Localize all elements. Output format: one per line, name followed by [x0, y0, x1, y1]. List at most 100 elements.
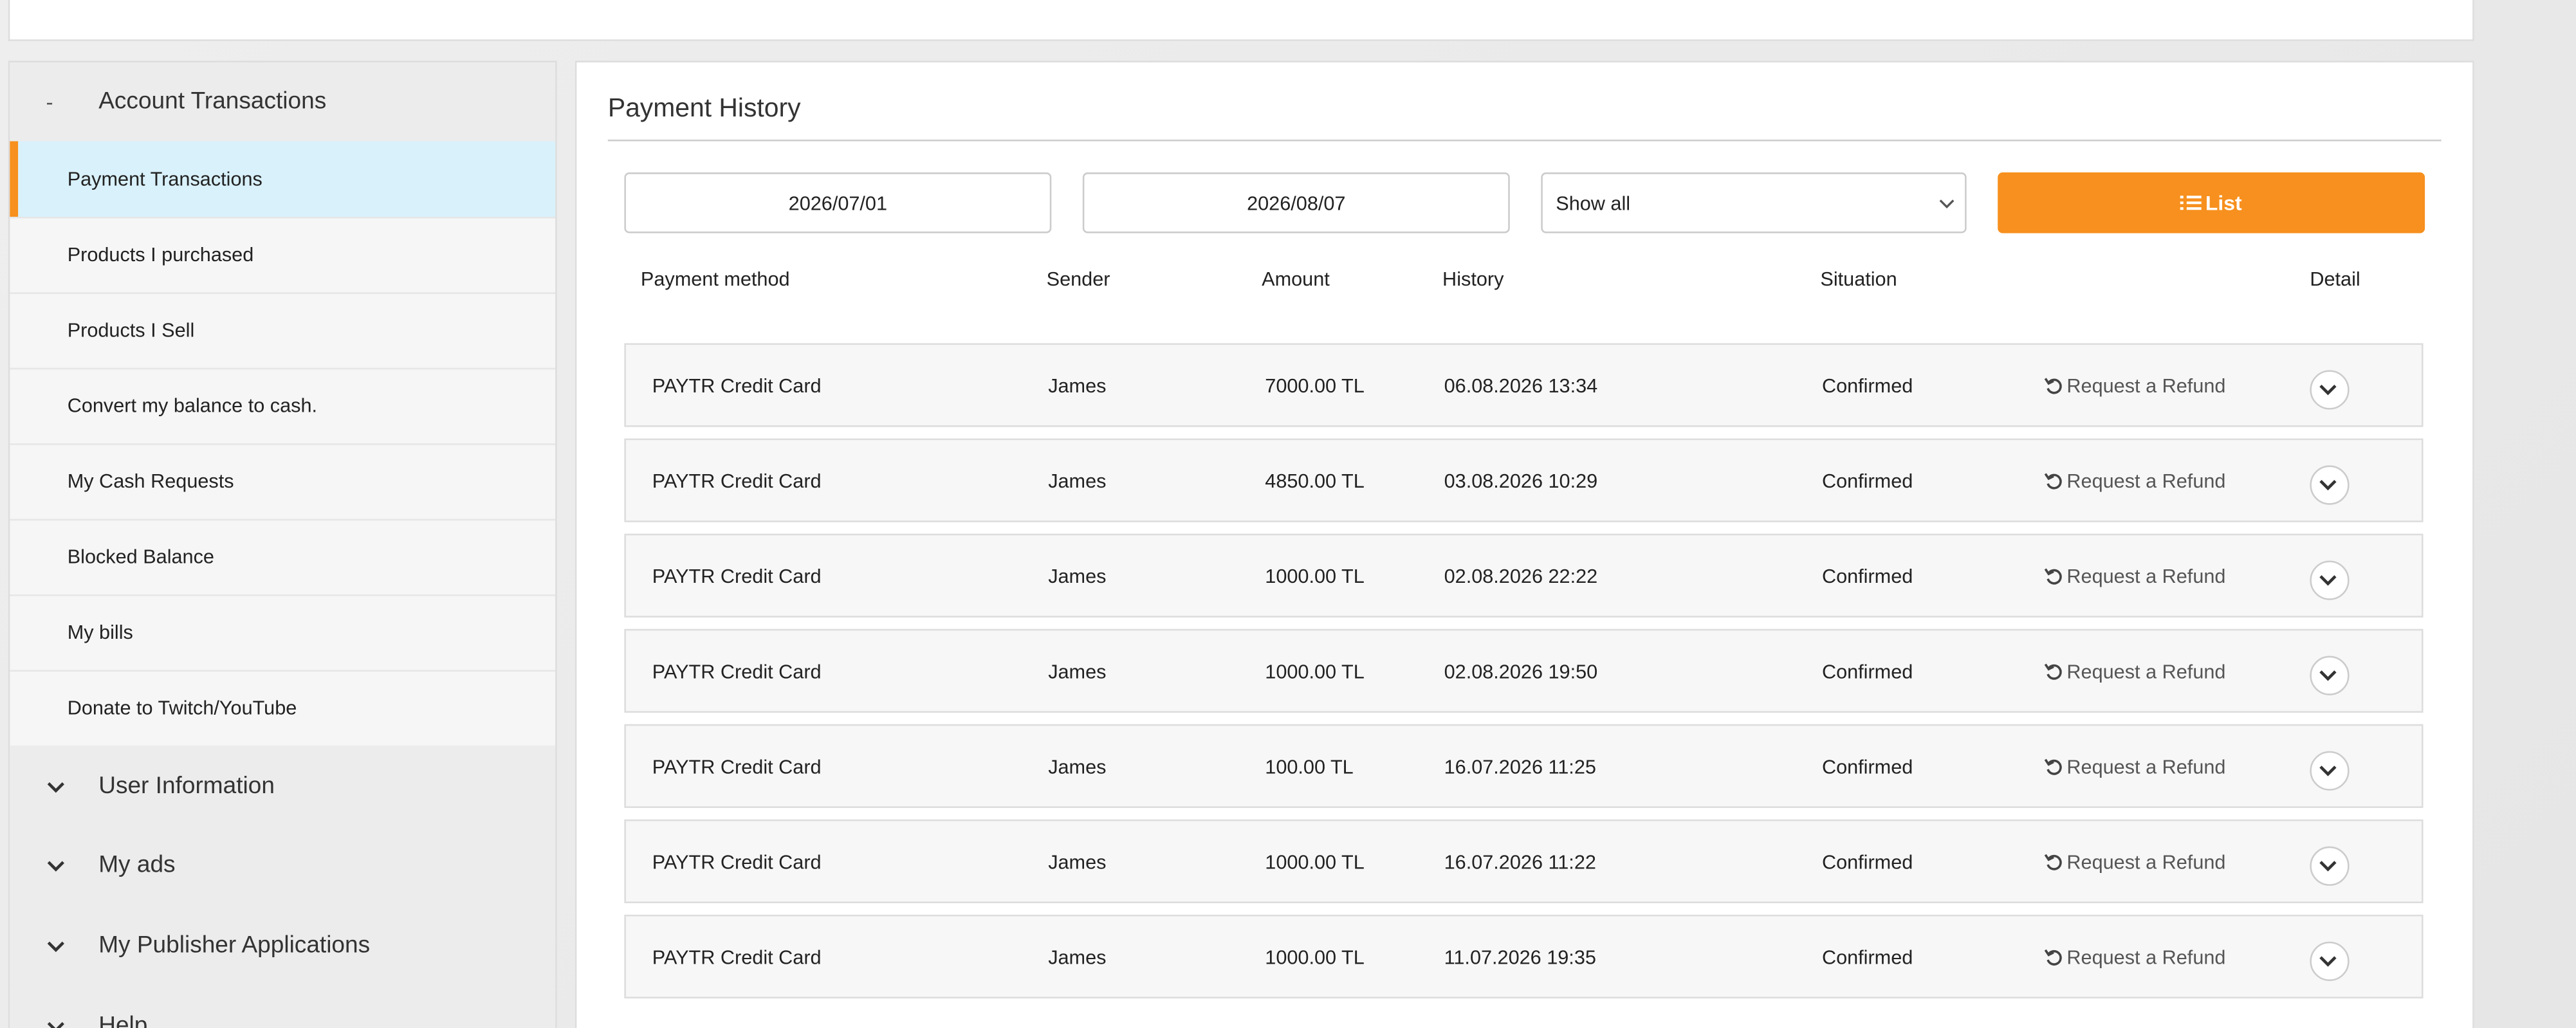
section-header[interactable]: My Publisher Applications [10, 905, 556, 988]
start-date-input[interactable]: 2026/07/01 [624, 172, 1052, 234]
column-header: Amount [1262, 268, 1330, 291]
refund-text: Request a Refund [2066, 468, 2226, 492]
detail-toggle[interactable] [2310, 750, 2350, 790]
table-cell: PAYTR Credit Card [652, 564, 822, 587]
detail-toggle[interactable] [2310, 845, 2350, 885]
table-cell: James [1048, 945, 1107, 968]
chevron [47, 1021, 64, 1028]
chevron [2319, 383, 2337, 395]
refund-icon [2044, 663, 2062, 679]
section-title: Account Transactions [98, 88, 327, 115]
table-row: PAYTR Credit Card James 1000.00 TL 02.08.20… [624, 533, 2424, 618]
column-header: History [1442, 268, 1504, 291]
table-cell: 11.07.2026 19:35 [1444, 945, 1596, 968]
section-title: Help [98, 1012, 148, 1028]
table-cell: Confirmed [1821, 945, 1913, 968]
table-cell: Confirmed [1821, 659, 1913, 683]
detail-toggle[interactable] [2310, 560, 2350, 600]
table-cell: 7000.00 TL [1265, 373, 1365, 397]
chevron [2319, 860, 2337, 871]
refund-icon [2044, 472, 2062, 489]
menu-item-text: Donate to Twitch/YouTube [67, 696, 297, 720]
refund-button[interactable]: Request a Refund [2044, 945, 2226, 968]
menu-item[interactable]: Blocked Balance [10, 519, 556, 596]
table-row: PAYTR Credit Card James 4850.00 TL 03.08.20… [624, 438, 2424, 522]
table-cell: PAYTR Credit Card [652, 754, 822, 778]
detail-toggle[interactable] [2310, 464, 2350, 504]
table-cell: PAYTR Credit Card [652, 373, 822, 397]
column-header: Situation [1820, 268, 1897, 291]
refund-button[interactable]: Request a Refund [2044, 659, 2226, 683]
section-header[interactable]: Help [10, 985, 556, 1028]
section-title: My Publisher Applications [98, 932, 371, 959]
menu-item-text: Payment Transactions [67, 167, 262, 191]
table-cell: Confirmed [1821, 754, 1913, 778]
detail-toggle[interactable] [2310, 369, 2350, 409]
chevron [2319, 669, 2337, 681]
page-title: Payment History [607, 95, 801, 124]
menu-item-text: Convert my balance to cash. [67, 394, 318, 418]
section-header[interactable]: User Information [10, 745, 556, 828]
table-cell: Confirmed [1821, 373, 1913, 397]
table-cell: 100.00 TL [1265, 754, 1354, 778]
table-cell: James [1048, 564, 1107, 587]
table-cell: PAYTR Credit Card [652, 945, 822, 968]
refund-button[interactable]: Request a Refund [2044, 373, 2226, 397]
menu-item[interactable]: Convert my balance to cash. [10, 368, 556, 445]
refund-button[interactable]: Request a Refund [2044, 755, 2225, 778]
chevron [2319, 955, 2337, 966]
section-header[interactable]: - Account Transactions [10, 62, 556, 143]
status-select[interactable]: Show all [1541, 172, 1967, 234]
table-cell: James [1048, 850, 1107, 873]
menu-item[interactable]: Products I purchased [10, 217, 556, 294]
menu-item-text: Products I purchased [67, 243, 254, 266]
detail-toggle[interactable] [2310, 941, 2350, 980]
table-cell: James [1048, 468, 1107, 492]
column-header: Sender [1046, 268, 1110, 291]
refund-text: Request a Refund [2066, 659, 2226, 683]
refund-text: Request a Refund [2066, 564, 2226, 587]
menu-item[interactable]: Payment Transactions [10, 141, 556, 219]
section-chevron [46, 1013, 66, 1028]
chevron [47, 861, 64, 872]
refund-icon [2044, 948, 2062, 965]
detail-toggle[interactable] [2310, 655, 2350, 695]
select-text: Show all [1556, 191, 1631, 215]
menu-item[interactable]: My bills [10, 594, 556, 672]
column-header: Detail [2310, 268, 2360, 291]
menu-item-text: Products I Sell [67, 318, 195, 342]
chevron [47, 781, 64, 793]
section-chevron [46, 773, 66, 798]
end-date-input[interactable]: 2026/08/07 [1082, 172, 1510, 234]
sidebar: - Account Transactions Payment Transaction… [8, 60, 557, 1028]
list-button[interactable]: List [1998, 172, 2425, 234]
table-cell: 1000.00 TL [1265, 564, 1365, 587]
menu-item[interactable]: Donate to Twitch/YouTube [10, 670, 556, 748]
refund-text: Request a Refund [2066, 945, 2226, 968]
refund-button[interactable]: Request a Refund [2044, 468, 2226, 492]
refund-text: Request a Refund [2066, 373, 2226, 397]
refund-text: Request a Refund [2066, 850, 2226, 873]
refund-icon [2044, 567, 2062, 584]
table-cell: 03.08.2026 10:29 [1444, 468, 1598, 492]
chevron [2319, 764, 2337, 776]
refund-button[interactable]: Request a Refund [2044, 850, 2226, 873]
table-cell: 02.08.2026 22:22 [1444, 564, 1598, 587]
refund-icon [2044, 853, 2062, 870]
table-cell: 1000.00 TL [1265, 945, 1365, 968]
chevron [47, 941, 64, 952]
section-title: My ads [98, 852, 176, 879]
menu-item-text: My bills [67, 620, 133, 644]
menu-item[interactable]: Products I Sell [10, 292, 556, 370]
section-header[interactable]: My ads [10, 825, 556, 908]
table-cell: PAYTR Credit Card [652, 850, 822, 873]
table-row: PAYTR Credit Card James 1000.00 TL 11.07.20… [624, 914, 2424, 999]
section-title: User Information [98, 773, 275, 799]
menu-item[interactable]: My Cash Requests [10, 443, 556, 521]
menu-item-text: Blocked Balance [67, 545, 214, 569]
refund-button[interactable]: Request a Refund [2044, 564, 2226, 587]
table-cell: 06.08.2026 13:34 [1444, 373, 1598, 397]
menu-item-text: My Cash Requests [67, 470, 234, 493]
top-bar [8, 0, 2474, 41]
